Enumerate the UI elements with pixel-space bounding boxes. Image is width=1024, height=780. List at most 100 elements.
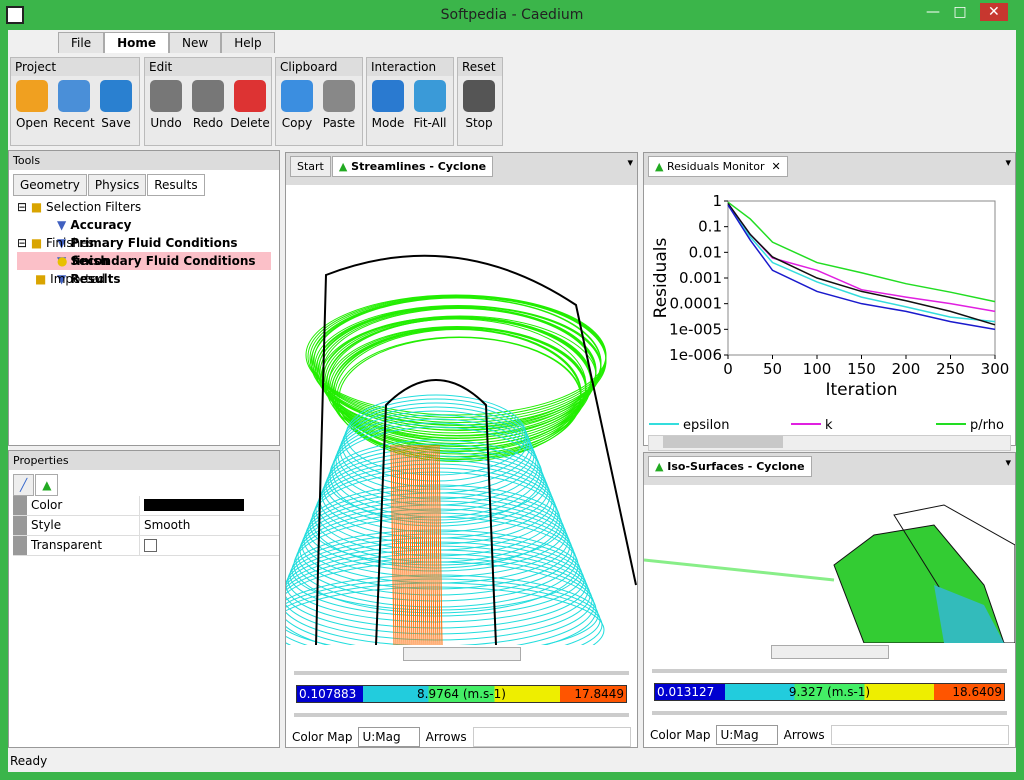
tab-label: Start [297, 160, 324, 173]
scrollbar[interactable] [648, 435, 1011, 451]
streamline [430, 444, 435, 645]
button-label: Recent [53, 116, 95, 130]
streamline [418, 444, 423, 645]
property-row: Color [13, 496, 279, 516]
tab[interactable]: ▲ Residuals Monitor ✕ [648, 156, 788, 177]
x-tick-label: 0 [723, 360, 733, 378]
series-line [727, 203, 996, 326]
tree-item[interactable]: ▼ Primary Fluid Conditions [17, 234, 271, 252]
x-tick-label: 300 [981, 360, 1010, 378]
ribbon-button[interactable]: Mode [367, 80, 409, 130]
tree-label: Selection Filters [46, 200, 142, 214]
streamline [286, 586, 605, 645]
arrows-label[interactable]: Arrows [783, 728, 825, 742]
ribbon-group: Interaction Mode Fit-All [366, 57, 454, 146]
streamline [402, 444, 407, 645]
ribbon-button[interactable]: Recent [53, 80, 95, 130]
ribbon-button[interactable]: Stop [458, 80, 500, 130]
ribbon-button[interactable]: Copy [276, 80, 318, 130]
button-label: Delete [230, 116, 270, 130]
tab[interactable]: Start [290, 156, 331, 177]
arrows-select[interactable] [830, 725, 1009, 745]
ribbon-button[interactable]: Redo [187, 80, 229, 130]
filter-icon: ▼ [57, 218, 71, 232]
color-map-select[interactable]: U:Mag [716, 725, 778, 745]
tree-item[interactable]: ▼ Accuracy [17, 216, 271, 234]
colorbar-area: 0.013127 9.327 (m.s-1) 18.6409 Color Map U:M… [644, 645, 1015, 745]
streamline [414, 444, 419, 645]
ribbon-button[interactable]: Paste [318, 80, 360, 130]
tab-icon: ▲ [338, 160, 352, 173]
color-map-label: Color Map [292, 730, 353, 744]
tab[interactable]: Results [147, 174, 205, 196]
tree-item[interactable]: ● finish [17, 252, 271, 270]
property-value[interactable] [140, 496, 279, 515]
collapse-button[interactable] [402, 647, 521, 661]
tree-item[interactable]: ▼ Results [17, 270, 271, 288]
streamline [338, 337, 582, 460]
streamline [286, 557, 595, 645]
color-swatch [144, 499, 244, 511]
color-map-row: Color Map U:Mag Arrows [286, 727, 637, 747]
arrows-select[interactable] [472, 727, 631, 747]
button-label: Save [101, 116, 131, 130]
slider[interactable] [294, 671, 629, 675]
checkbox[interactable] [144, 539, 157, 552]
window-controls[interactable]: — □ ✕ [926, 3, 1016, 24]
streamline [398, 444, 403, 645]
button-label: Open [15, 116, 49, 130]
slider[interactable] [294, 713, 629, 717]
tab-menu[interactable]: ▾ [1005, 456, 1011, 469]
series-line [727, 203, 996, 323]
tab[interactable]: ▲ Iso-Surfaces - Cyclone [648, 456, 812, 477]
tree-label: Primary Fluid Conditions [70, 236, 238, 250]
ribbon-button[interactable]: Fit-All [409, 80, 451, 130]
streamline [286, 574, 599, 645]
ribbon-button[interactable]: Save [95, 80, 137, 130]
menu-tab[interactable]: Help [221, 32, 275, 53]
streamline [404, 444, 409, 645]
collapse-button[interactable] [770, 645, 889, 659]
streamline [392, 444, 397, 645]
tab[interactable]: ▲ [35, 474, 59, 496]
legend-label: epsilon [683, 418, 729, 433]
tree-item[interactable]: ■ Imported [35, 272, 105, 286]
button-icon [414, 80, 446, 112]
streamline [287, 537, 585, 623]
x-tick-label: 150 [847, 360, 876, 378]
tree-item[interactable]: ⊟ ■ Selection Filters [17, 200, 142, 214]
ribbon-button[interactable]: Open [11, 80, 53, 130]
menu-tab[interactable]: Home [104, 32, 170, 53]
streamline [428, 444, 433, 645]
slider[interactable] [652, 711, 1007, 715]
iso-panel: ▲ Iso-Surfaces - Cyclone ▾ 0.013127 9.327 … [643, 452, 1016, 748]
tab[interactable]: Geometry [13, 174, 87, 196]
button-icon [16, 80, 48, 112]
property-name: Style [13, 516, 140, 535]
x-tick-label: 50 [763, 360, 782, 378]
ribbon-group: Clipboard Copy Paste [275, 57, 363, 146]
color-map-select[interactable]: U:Mag [358, 727, 420, 747]
property-value[interactable]: Smooth [140, 516, 279, 535]
streamline [434, 444, 439, 645]
streamline [416, 444, 421, 645]
ribbon-button[interactable]: Undo [145, 80, 187, 130]
property-value[interactable] [140, 536, 279, 555]
button-icon [58, 80, 90, 112]
ribbon-button[interactable]: Delete [229, 80, 271, 130]
tree-item[interactable]: ⊟ ■ Finishes [17, 236, 94, 250]
tab[interactable]: ╱ [13, 474, 35, 496]
group-title: Edit [145, 58, 271, 76]
slider[interactable] [652, 669, 1007, 673]
streamline [286, 582, 603, 645]
tab[interactable]: Physics [87, 174, 147, 196]
tree-label: finish [71, 254, 109, 268]
menu-tab[interactable]: New [169, 32, 222, 53]
colorbar-label: 18.6409 [952, 685, 1002, 699]
tab-menu[interactable]: ▾ [627, 156, 633, 169]
arrows-label[interactable]: Arrows [425, 730, 467, 744]
menu-tab[interactable]: File [58, 32, 105, 53]
tab[interactable]: ▲ Streamlines - Cyclone [331, 156, 494, 177]
menu-tabs: File Home New Help [58, 32, 275, 53]
